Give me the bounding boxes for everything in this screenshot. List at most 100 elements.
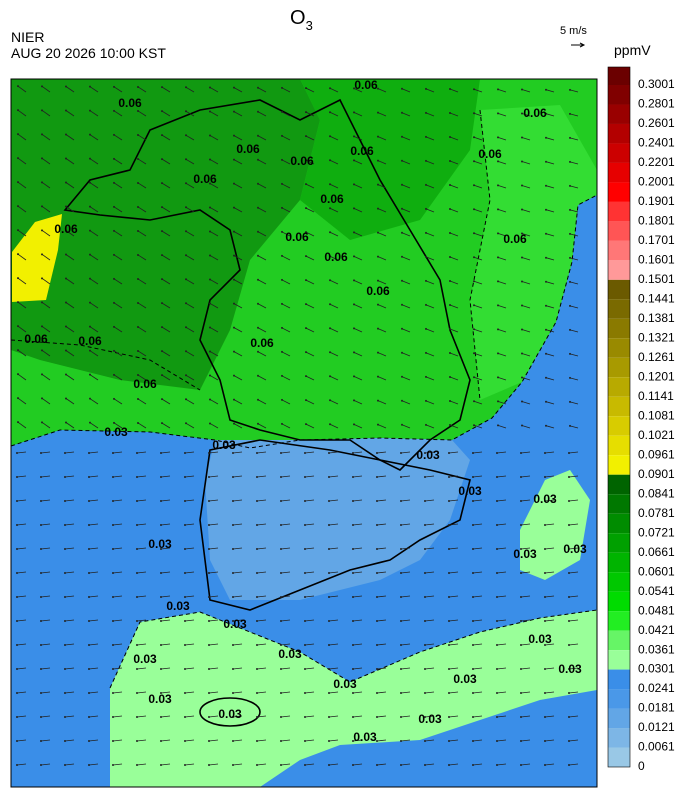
contour-label: 0.03 [223, 617, 247, 631]
wind-arrow [329, 351, 339, 357]
wind-arrow [472, 571, 483, 574]
wind-arrow-head [568, 596, 570, 598]
wind-arrow [521, 425, 531, 429]
wind-arrow-head [569, 88, 571, 91]
wind-arrow [136, 451, 147, 454]
wind-arrow-head [209, 374, 211, 377]
wind-arrow-head [352, 668, 354, 670]
wind-arrow [401, 112, 411, 117]
contour-label: 0.06 [320, 192, 344, 206]
wind-arrow-head [256, 452, 258, 454]
wind-arrow [400, 691, 411, 694]
wind-arrow [473, 112, 483, 117]
wind-arrow [233, 375, 243, 381]
wind-arrow-head [89, 157, 91, 160]
wind-arrow-head [64, 452, 66, 454]
wind-arrow [113, 206, 123, 213]
wind-arrow-head [17, 325, 19, 328]
wind-arrow-head [88, 716, 90, 718]
wind-arrow [521, 209, 531, 213]
wind-arrow [89, 326, 99, 333]
wind-arrow-head [472, 452, 474, 454]
wind-arrow-head [89, 229, 91, 232]
wind-arrow [256, 643, 267, 646]
wind-arrow-head [448, 764, 450, 766]
wind-arrow [304, 691, 315, 694]
contour-label: 0.03 [333, 677, 357, 691]
wind-arrow-head [449, 136, 451, 139]
wind-arrow [497, 400, 507, 405]
wind-arrow-head [40, 596, 42, 598]
wind-arrow [257, 255, 267, 261]
wind-arrow [400, 667, 411, 670]
wind-arrow-head [16, 548, 18, 550]
wind-arrow [233, 327, 243, 333]
wind-arrow [401, 208, 411, 213]
wind-arrow [449, 280, 459, 285]
wind-arrow [497, 184, 507, 189]
wind-arrow [353, 376, 363, 381]
wind-arrow [449, 304, 459, 309]
wind-arrow-head [280, 620, 282, 622]
wind-arrow [41, 374, 51, 381]
wind-arrow [352, 595, 363, 598]
wind-arrow [184, 715, 195, 718]
colorbar-unit: ppmV [614, 42, 651, 58]
wind-arrow-head [65, 253, 67, 256]
wind-arrow-head [88, 644, 90, 646]
wind-arrow [89, 86, 99, 93]
wind-arrow [569, 401, 579, 405]
wind-arrow [569, 89, 579, 93]
wind-arrow [568, 667, 579, 670]
wind-arrow [472, 667, 483, 670]
wind-arrow [232, 451, 243, 454]
wind-arrow [161, 230, 171, 237]
wind-arrow-head [136, 596, 138, 598]
wind-arrow [352, 739, 363, 742]
wind-arrow-head [161, 110, 163, 113]
wind-arrow [424, 619, 435, 622]
wind-arrow-head [137, 181, 139, 184]
wind-arrow-head [161, 302, 163, 305]
wind-arrow-head [376, 500, 378, 502]
wind-arrow [400, 523, 411, 526]
wind-arrow [137, 86, 147, 93]
contour-label: 0.06 [478, 147, 502, 161]
wind-arrow-head [112, 644, 114, 646]
wind-arrow-head [89, 253, 91, 256]
wind-arrow [184, 691, 195, 694]
wind-arrow-head [280, 452, 282, 454]
wind-arrow-head [88, 740, 90, 742]
wind-arrow [233, 279, 243, 285]
wind-arrow-head [401, 111, 403, 114]
colorbar-cell [608, 513, 630, 534]
wind-arrow [544, 643, 555, 646]
wind-arrow-head [328, 692, 330, 694]
wind-arrow [425, 136, 435, 141]
wind-arrow [496, 499, 507, 502]
wind-arrow [352, 691, 363, 694]
wind-arrow [41, 302, 51, 309]
wind-arrow-head [160, 476, 162, 478]
wind-arrow [400, 571, 411, 574]
wind-arrow [424, 715, 435, 718]
wind-arrow-head [136, 692, 138, 694]
wind-arrow [545, 137, 555, 141]
wind-arrow-head [353, 111, 355, 114]
wind-arrow-head [257, 398, 259, 401]
light-green-east [520, 470, 590, 580]
wind-arrow-head [496, 692, 498, 694]
wind-arrow-head [281, 254, 283, 257]
wind-arrow [137, 398, 147, 405]
wind-arrow-head [209, 254, 211, 257]
wind-arrow [305, 327, 315, 333]
wind-arrow [568, 547, 579, 550]
wind-arrow-head [65, 397, 67, 400]
wind-arrow-head [376, 740, 378, 742]
wind-arrow-head [328, 452, 330, 454]
wind-arrow [160, 571, 171, 574]
wind-arrow [401, 88, 411, 93]
wind-arrow [544, 739, 555, 742]
wind-arrow-head [232, 692, 234, 694]
wind-arrow [376, 643, 387, 646]
